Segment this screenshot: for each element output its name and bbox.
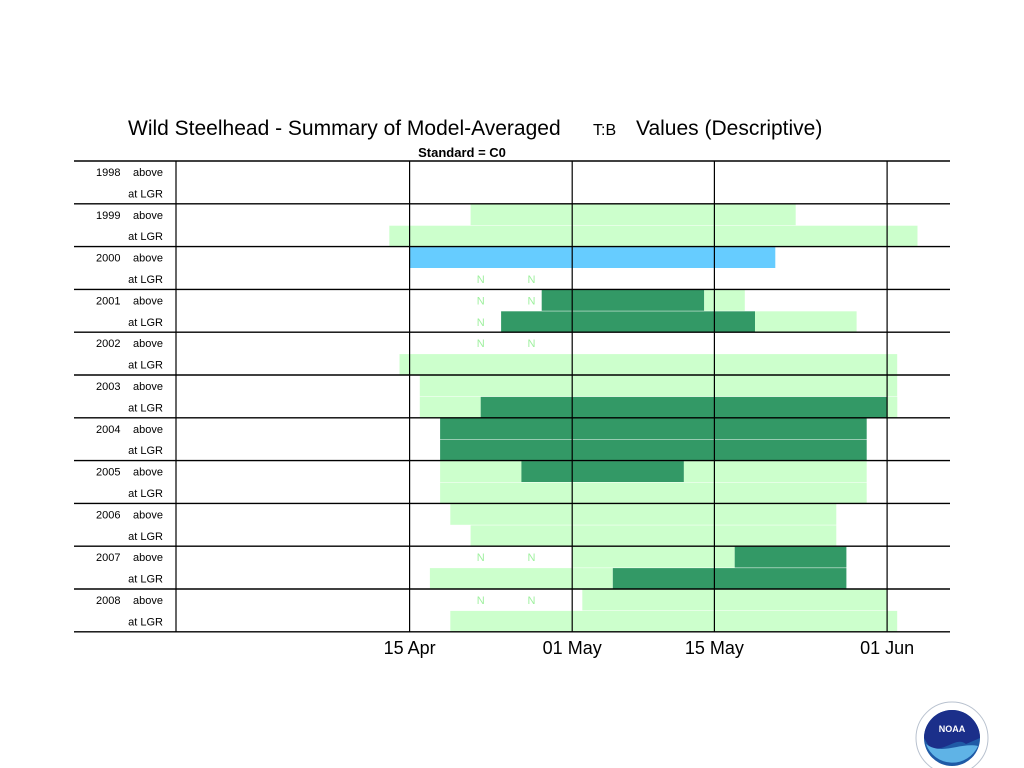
row-year-2004: 2004 (96, 424, 120, 436)
bar-2007-above-1 (734, 546, 847, 568)
bar-2007-at-lgr-0 (429, 568, 613, 589)
x-tick-label-1: 01 May (543, 638, 602, 658)
row-label-2004-at-lgr: at LGR (128, 445, 163, 457)
row-label-2008-at-lgr: at LGR (128, 616, 163, 628)
bar-2005-at-lgr-0 (440, 482, 867, 504)
bar-2005-above-1 (521, 461, 684, 482)
row-label-1998-above: above (133, 167, 163, 179)
row-label-2001-at-lgr: at LGR (128, 317, 163, 329)
x-tick-labels: 15 Apr 01 May 15 May 01 Jun (384, 638, 915, 658)
row-label-2004-above: above (133, 424, 163, 436)
row-year-2007: 2007 (96, 552, 120, 564)
row-label-2005-at-lgr: at LGR (128, 488, 163, 500)
bar-1999-above-0 (470, 204, 796, 226)
bar-1999-at-lgr-0 (389, 225, 918, 247)
noaa-logo-text: NOAA (939, 724, 966, 734)
noaa-logo-wave-icon (926, 744, 978, 763)
row-year-2001: 2001 (96, 295, 120, 307)
noaa-logo-bird-icon (924, 710, 980, 749)
noaa-logo: NOAA (915, 701, 989, 768)
row-label-2000-at-lgr: at LGR (128, 274, 163, 286)
n-marker-9: N (477, 595, 485, 607)
n-marker-7: N (477, 552, 485, 564)
row-year-2000: 2000 (96, 253, 120, 265)
chart-title: Wild Steelhead - Summary of Model-Averag… (128, 117, 561, 140)
n-marker-3: N (528, 295, 536, 307)
bar-2001-at-lgr-0 (501, 311, 755, 333)
bar-2008-above-0 (582, 589, 887, 611)
n-marker-1: N (528, 274, 536, 286)
bar-2001-above-1 (704, 289, 745, 311)
row-label-2008-above: above (133, 595, 163, 607)
x-tick-label-3: 01 Jun (860, 638, 914, 658)
row-year-2003: 2003 (96, 381, 120, 393)
bar-2003-at-lgr-0 (419, 396, 481, 418)
n-marker-10: N (528, 595, 536, 607)
bar-2004-at-lgr-0 (440, 439, 867, 461)
x-tick-label-2: 15 May (685, 638, 744, 658)
bar-2002-at-lgr-0 (399, 354, 898, 375)
row-label-2005-above: above (133, 467, 163, 479)
bar-2000-above-0 (409, 247, 776, 268)
bar-2008-at-lgr-0 (450, 610, 898, 632)
row-label-2003-above: above (133, 381, 163, 393)
bar-2007-at-lgr-1 (612, 568, 847, 589)
n-marker-4: N (477, 317, 485, 329)
row-label-2000-above: above (133, 253, 163, 265)
bar-2001-at-lgr-1 (755, 311, 857, 333)
row-year-2008: 2008 (96, 595, 120, 607)
row-year-1999: 1999 (96, 210, 120, 222)
row-label-2006-above: above (133, 509, 163, 521)
row-year-2002: 2002 (96, 338, 120, 350)
chart-subtitle: Standard = C0 (418, 145, 506, 160)
gridlines-layer (74, 160, 950, 633)
bar-2003-at-lgr-1 (480, 396, 887, 418)
bar-2003-above-0 (419, 375, 898, 397)
bar-2004-above-0 (440, 418, 867, 440)
chart-title-suffix: Values (Descriptive) (636, 117, 822, 140)
chart-title-symbol: T:B (593, 122, 616, 139)
row-labels-layer: above 1998 at LGR above 1999 at LGR above 2000 a… (96, 167, 163, 628)
n-markers-layer: N NN NNN NN NN N (477, 274, 536, 607)
n-marker-5: N (477, 338, 485, 350)
n-marker-2: N (477, 295, 485, 307)
bar-2001-above-0 (541, 289, 705, 311)
n-marker-6: N (528, 338, 536, 350)
bar-2005-above-0 (440, 461, 522, 482)
bar-2006-above-0 (450, 503, 837, 525)
row-label-1998-at-lgr: at LGR (128, 188, 163, 200)
x-tick-label-0: 15 Apr (384, 638, 436, 658)
row-label-1999-above: above (133, 210, 163, 222)
bar-2005-above-2 (683, 461, 867, 482)
row-year-2005: 2005 (96, 467, 120, 479)
row-year-2006: 2006 (96, 509, 120, 521)
bar-2007-above-0 (572, 546, 735, 568)
row-label-1999-at-lgr: at LGR (128, 231, 163, 243)
row-label-2001-above: above (133, 295, 163, 307)
row-label-2007-above: above (133, 552, 163, 564)
row-label-2002-above: above (133, 338, 163, 350)
bars-layer (389, 204, 918, 632)
row-label-2007-at-lgr: at LGR (128, 574, 163, 586)
row-year-1998: 1998 (96, 167, 120, 179)
bar-2003-at-lgr-2 (887, 396, 898, 418)
row-label-2006-at-lgr: at LGR (128, 531, 163, 543)
row-label-2003-at-lgr: at LGR (128, 402, 163, 414)
bar-2006-at-lgr-0 (470, 525, 837, 547)
n-marker-0: N (477, 274, 485, 286)
n-marker-8: N (528, 552, 536, 564)
row-label-2002-at-lgr: at LGR (128, 360, 163, 372)
